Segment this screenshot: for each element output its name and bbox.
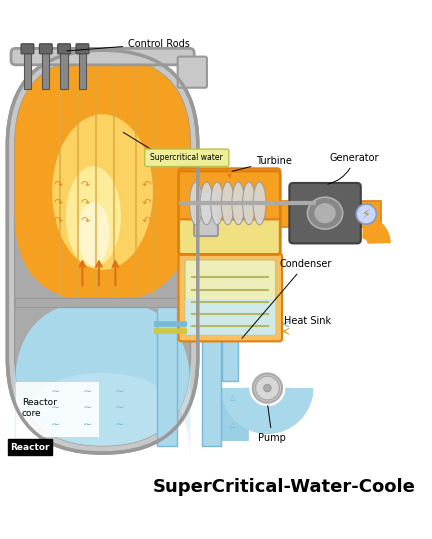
Text: △: △: [230, 395, 235, 401]
FancyBboxPatch shape: [185, 260, 276, 335]
Text: Condenser: Condenser: [242, 259, 332, 338]
Text: b: b: [213, 210, 218, 219]
FancyBboxPatch shape: [8, 439, 52, 455]
Ellipse shape: [242, 182, 255, 225]
Text: ↶: ↶: [142, 179, 151, 190]
Text: Turbine: Turbine: [232, 156, 292, 171]
Text: ∼: ∼: [51, 386, 60, 397]
FancyBboxPatch shape: [24, 50, 31, 88]
Text: △: △: [230, 368, 235, 374]
FancyBboxPatch shape: [76, 44, 89, 54]
Ellipse shape: [52, 114, 153, 270]
Circle shape: [356, 204, 376, 224]
FancyBboxPatch shape: [11, 49, 194, 65]
Ellipse shape: [314, 203, 336, 224]
FancyBboxPatch shape: [289, 183, 361, 244]
Text: ∼: ∼: [83, 419, 92, 430]
Text: ∼: ∼: [83, 386, 92, 397]
FancyBboxPatch shape: [15, 58, 191, 302]
FancyBboxPatch shape: [39, 44, 52, 54]
Text: ↷: ↷: [81, 198, 90, 208]
FancyBboxPatch shape: [15, 358, 191, 461]
Circle shape: [264, 384, 271, 392]
Circle shape: [253, 374, 282, 403]
Text: ▾: ▾: [227, 170, 232, 181]
FancyBboxPatch shape: [222, 338, 238, 381]
Text: ∼: ∼: [83, 403, 92, 413]
Text: ∼: ∼: [51, 419, 60, 430]
Ellipse shape: [66, 166, 121, 267]
FancyBboxPatch shape: [156, 298, 177, 446]
Text: ↷: ↷: [53, 179, 63, 190]
Text: ∼: ∼: [51, 403, 60, 413]
Text: Reactor: Reactor: [10, 443, 50, 452]
FancyBboxPatch shape: [60, 50, 68, 88]
Ellipse shape: [253, 182, 266, 225]
FancyBboxPatch shape: [15, 298, 191, 307]
FancyBboxPatch shape: [7, 50, 198, 453]
Ellipse shape: [200, 182, 213, 225]
Text: ⚡: ⚡: [362, 208, 371, 220]
Text: SuperCritical-Water-Coole: SuperCritical-Water-Coole: [152, 478, 415, 496]
FancyBboxPatch shape: [15, 58, 191, 446]
FancyBboxPatch shape: [145, 149, 229, 167]
FancyBboxPatch shape: [178, 168, 280, 219]
Text: core: core: [22, 410, 41, 418]
Text: ↶: ↶: [142, 216, 151, 226]
FancyBboxPatch shape: [79, 50, 86, 88]
FancyBboxPatch shape: [178, 253, 282, 341]
FancyBboxPatch shape: [178, 57, 207, 88]
Text: Heat Sink: Heat Sink: [284, 316, 331, 326]
Ellipse shape: [211, 182, 224, 225]
Text: △: △: [230, 423, 235, 429]
Ellipse shape: [221, 182, 234, 225]
Text: ∼: ∼: [114, 403, 124, 413]
Ellipse shape: [308, 197, 343, 229]
Text: ↶: ↶: [142, 198, 151, 208]
FancyBboxPatch shape: [42, 50, 49, 88]
Text: ∼: ∼: [114, 386, 124, 397]
Text: Pump: Pump: [258, 405, 286, 443]
Text: Supercritical water: Supercritical water: [150, 153, 223, 162]
Text: ↷: ↷: [53, 198, 63, 208]
Text: b: b: [300, 210, 305, 219]
Text: Generator: Generator: [328, 153, 379, 184]
Circle shape: [255, 376, 280, 400]
FancyBboxPatch shape: [202, 298, 221, 446]
FancyBboxPatch shape: [58, 44, 70, 54]
Text: ↷: ↷: [81, 179, 90, 190]
Text: Reactor: Reactor: [22, 398, 57, 406]
Text: ↷: ↷: [53, 216, 63, 226]
Text: Control Rods: Control Rods: [67, 39, 190, 51]
Text: ∼: ∼: [114, 419, 124, 430]
FancyBboxPatch shape: [16, 382, 99, 437]
Ellipse shape: [190, 182, 202, 225]
FancyBboxPatch shape: [185, 299, 276, 335]
FancyBboxPatch shape: [178, 214, 280, 254]
Ellipse shape: [232, 182, 245, 225]
FancyBboxPatch shape: [194, 192, 218, 236]
Text: b: b: [254, 210, 259, 219]
Ellipse shape: [77, 202, 109, 266]
FancyBboxPatch shape: [193, 201, 381, 227]
FancyBboxPatch shape: [21, 44, 34, 54]
FancyBboxPatch shape: [15, 300, 191, 446]
Text: ↷: ↷: [81, 216, 90, 226]
